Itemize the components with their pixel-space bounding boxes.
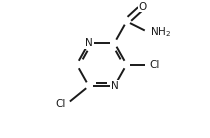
- Text: Cl: Cl: [150, 59, 160, 70]
- Text: N: N: [110, 81, 118, 91]
- Text: O: O: [139, 2, 147, 12]
- Text: Cl: Cl: [55, 99, 66, 109]
- Text: NH$_2$: NH$_2$: [150, 25, 171, 39]
- Text: N: N: [85, 38, 93, 48]
